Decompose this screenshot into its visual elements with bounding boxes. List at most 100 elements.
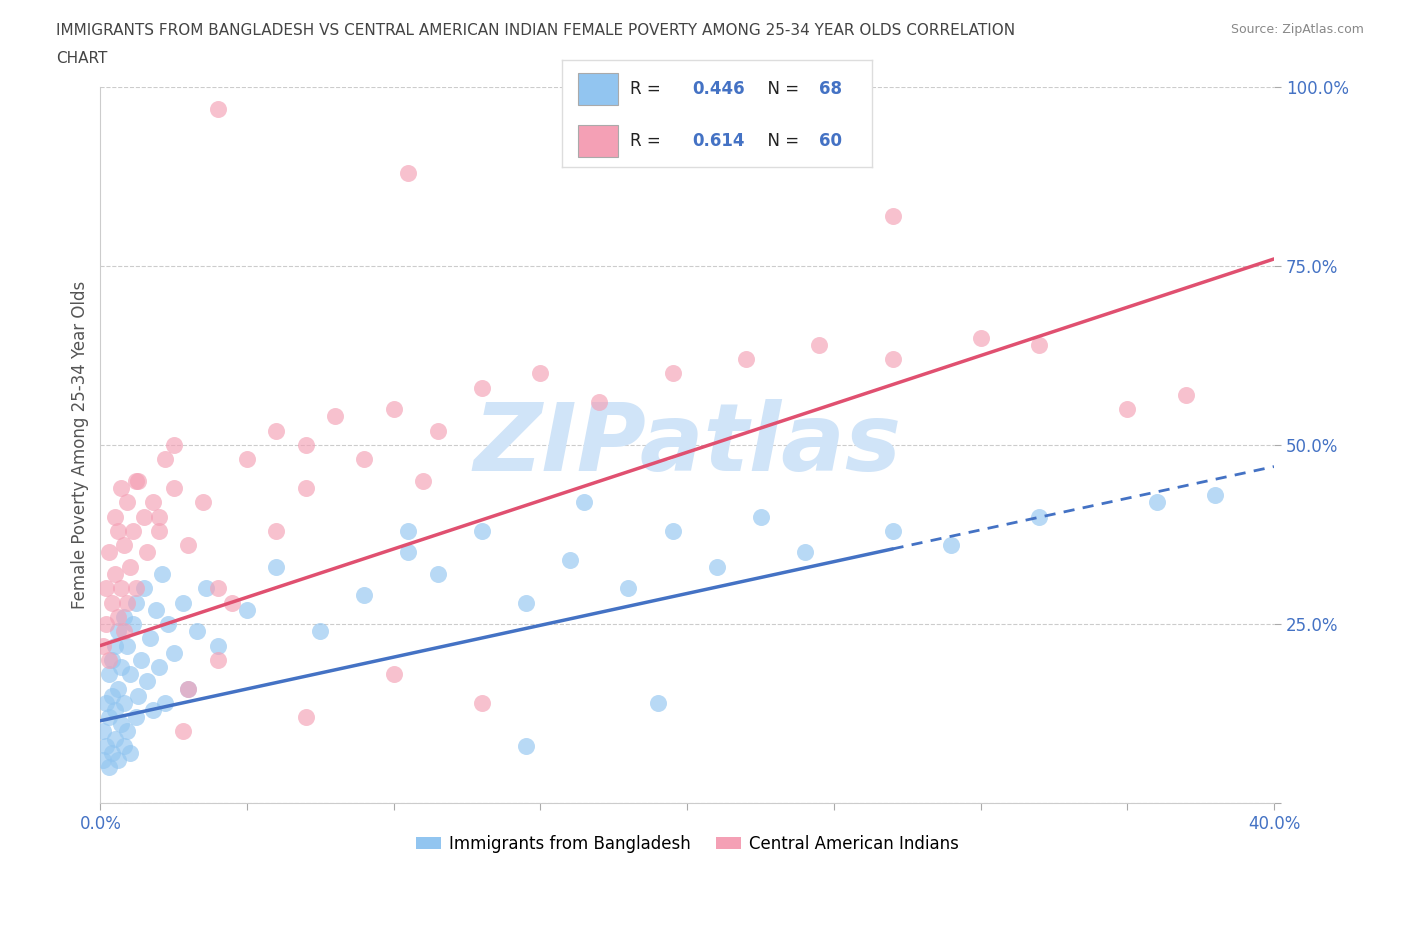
Point <box>172 724 194 739</box>
Point <box>112 538 135 552</box>
Point <box>107 524 129 538</box>
Point <box>148 524 170 538</box>
Point <box>134 581 156 596</box>
Point <box>128 688 150 703</box>
Point <box>163 481 186 496</box>
Point <box>309 624 332 639</box>
Point <box>382 402 405 417</box>
Point <box>148 659 170 674</box>
Point <box>107 624 129 639</box>
Point <box>110 581 132 596</box>
Point <box>131 653 153 668</box>
Point <box>882 352 904 366</box>
Point <box>177 681 200 696</box>
Point <box>104 731 127 746</box>
Point <box>118 667 141 682</box>
Point <box>91 638 114 653</box>
Point <box>177 681 200 696</box>
Y-axis label: Female Poverty Among 25-34 Year Olds: Female Poverty Among 25-34 Year Olds <box>72 281 89 609</box>
Point <box>266 559 288 574</box>
Point <box>128 473 150 488</box>
Point <box>148 510 170 525</box>
Point <box>124 595 146 610</box>
Point <box>121 617 143 631</box>
Point <box>1116 402 1139 417</box>
Point <box>941 538 963 552</box>
Point <box>207 638 229 653</box>
Point <box>734 352 756 366</box>
Point <box>1175 388 1198 403</box>
Point <box>191 495 214 510</box>
Point <box>156 617 179 631</box>
Point <box>353 452 375 467</box>
Point <box>104 638 127 653</box>
Point <box>793 545 815 560</box>
Point <box>412 473 434 488</box>
Point <box>515 738 537 753</box>
Point <box>1146 495 1168 510</box>
Point <box>969 330 991 345</box>
Point <box>115 724 138 739</box>
Point <box>1204 487 1226 502</box>
Point <box>104 702 127 717</box>
Point <box>115 595 138 610</box>
Point <box>882 524 904 538</box>
Point <box>101 595 124 610</box>
Point <box>294 481 316 496</box>
Point <box>96 617 118 631</box>
Point <box>98 710 121 724</box>
Text: Source: ZipAtlas.com: Source: ZipAtlas.com <box>1230 23 1364 36</box>
Point <box>207 101 229 116</box>
Point <box>153 452 176 467</box>
Text: R =: R = <box>630 80 666 99</box>
Point <box>107 752 129 767</box>
Point <box>1028 338 1050 352</box>
Point <box>471 524 494 538</box>
Point <box>136 674 159 689</box>
Text: N =: N = <box>758 132 804 150</box>
Point <box>706 559 728 574</box>
Point <box>136 545 159 560</box>
Point <box>142 495 165 510</box>
Point <box>471 696 494 711</box>
Point <box>617 581 640 596</box>
Point <box>110 481 132 496</box>
Point <box>808 338 831 352</box>
Point <box>124 710 146 724</box>
Point <box>207 581 229 596</box>
Point <box>195 581 218 596</box>
Point <box>121 524 143 538</box>
Point <box>186 624 208 639</box>
Point <box>101 746 124 761</box>
Text: IMMIGRANTS FROM BANGLADESH VS CENTRAL AMERICAN INDIAN FEMALE POVERTY AMONG 25-34: IMMIGRANTS FROM BANGLADESH VS CENTRAL AM… <box>56 23 1015 38</box>
Point <box>661 524 683 538</box>
Point <box>139 631 162 645</box>
Point <box>588 394 610 409</box>
Point <box>98 760 121 775</box>
Point <box>124 581 146 596</box>
FancyBboxPatch shape <box>578 73 619 105</box>
Point <box>353 588 375 603</box>
Point <box>294 438 316 453</box>
Point <box>98 653 121 668</box>
Point <box>396 524 419 538</box>
Point <box>266 423 288 438</box>
Point <box>96 738 118 753</box>
Point <box>101 653 124 668</box>
Point <box>145 603 167 618</box>
Point <box>574 495 596 510</box>
Point <box>749 510 772 525</box>
Point <box>150 566 173 581</box>
Text: ZIPatlas: ZIPatlas <box>474 399 901 491</box>
Point <box>112 624 135 639</box>
Text: CHART: CHART <box>56 51 108 66</box>
Point <box>163 645 186 660</box>
Point <box>236 452 259 467</box>
Point <box>172 595 194 610</box>
Point <box>661 366 683 381</box>
Point <box>110 659 132 674</box>
Point <box>91 752 114 767</box>
Point <box>104 566 127 581</box>
FancyBboxPatch shape <box>578 125 619 157</box>
Point <box>115 495 138 510</box>
